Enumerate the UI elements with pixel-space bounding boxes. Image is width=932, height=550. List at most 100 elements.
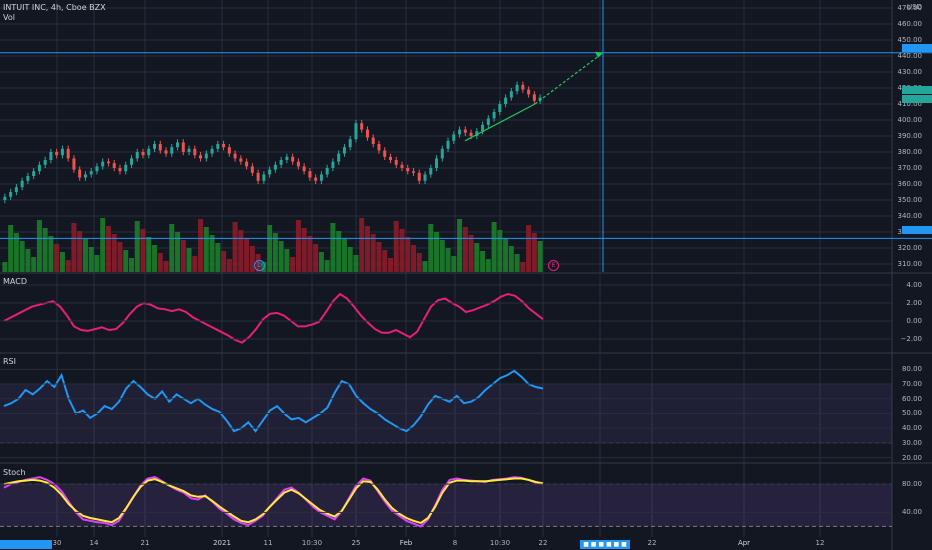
volume-bar [105,226,111,272]
candle-body [463,129,467,133]
candle-body [210,148,214,154]
volume-bar [111,234,117,272]
candle-body [32,171,36,176]
candle-body [147,148,151,156]
price-tick-label: 370.00 [897,164,923,172]
volume-bar [117,242,123,272]
indicator-tick-label: 4.00 [906,281,922,289]
x-tick-label: 25 [351,539,361,547]
volume-bar [295,220,301,272]
volume-bar [146,237,152,272]
indicator-tick-label: 0.00 [906,317,922,325]
candle-body [406,168,410,172]
rsi-pane-title: RSI [3,357,16,366]
candle-body [337,153,341,162]
volume-bar [353,255,359,272]
candle-body [268,169,272,175]
indicator-tick-label: 2.00 [906,299,922,307]
date-badge-left [0,540,52,549]
volume-bar [65,260,71,272]
volume-bar [157,253,163,272]
x-tick-label: 21 [140,539,150,547]
x-tick-label: 22 [647,539,657,547]
volume-bar [313,244,319,272]
last-price-tag [902,86,932,94]
candle-body [9,192,13,197]
volume-bar [54,244,60,272]
volume-bar [100,218,106,272]
volume-bar [336,231,342,272]
candle-body [141,152,145,156]
volume-bar [272,233,278,272]
volume-bar [387,258,393,272]
volume-bar [376,242,382,272]
candle-body [504,97,508,104]
macd-line [3,292,544,344]
candle-body [469,132,473,136]
currency-label: USD [907,3,922,11]
volume-bar [290,257,296,272]
volume-bar [203,227,209,272]
candle-body [129,158,133,165]
candle-body [83,174,87,178]
candle-body [486,118,490,125]
price-tick-label: 380.00 [897,148,923,156]
volume-bar [480,251,486,272]
indicator-tick-label: −2.00 [900,335,922,343]
candle-body [164,150,168,154]
volume-bar [42,228,48,272]
candle-body [342,147,346,154]
price-tick-label: 470.00 [897,4,923,12]
candle-body [153,144,157,149]
pane-bg-3 [0,463,892,537]
volume-bar [2,262,8,272]
price-tick-label: 390.00 [897,132,923,140]
candle-body [285,156,289,160]
candle-body [475,131,479,136]
volume-bar [198,219,204,272]
candle-body [176,142,180,148]
volume-bar [439,240,445,272]
volume-bar [526,225,532,272]
volume-bar [209,235,215,272]
candle-body [233,153,237,159]
earnings-marker[interactable]: E [548,260,559,271]
volume-bar [48,236,54,272]
volume-bar [175,232,181,272]
volume-bar [451,256,457,272]
price-tick-label: 430.00 [897,68,923,76]
volume-bar [393,221,399,272]
volume-bar [405,237,411,272]
indicator-tick-label: 80.00 [901,480,922,489]
stoch-d-line [3,477,544,524]
crosshair-horizontal-tag [902,226,932,234]
price-tick-label: 460.00 [897,20,923,28]
candle-body [314,177,318,181]
volume-bar [249,246,255,272]
volume-label: Vol [3,13,15,22]
candle-body [78,169,82,178]
candle-body [273,164,277,170]
candle-body [538,97,542,101]
candle-body [187,148,191,152]
candle-body [262,174,266,181]
candle-body [394,160,398,165]
candle-body [135,152,139,159]
candle-body [360,123,364,130]
candle-body [325,168,329,175]
candle-body [291,156,295,162]
candle-body [66,148,70,159]
candle-body [308,171,312,178]
candle-body [55,152,59,156]
chart-title: INTUIT INC, 4h, Cboe BZX [3,3,106,12]
candle-body [527,89,531,95]
x-tick-label: 2021 [213,539,231,547]
candle-body [452,134,456,141]
dividend-marker[interactable]: D [254,260,265,271]
volume-bar [36,220,42,272]
candle-body [509,91,513,98]
volume-bar [238,230,244,272]
candle-body [354,123,358,140]
x-tick-label: Apr [737,539,751,547]
